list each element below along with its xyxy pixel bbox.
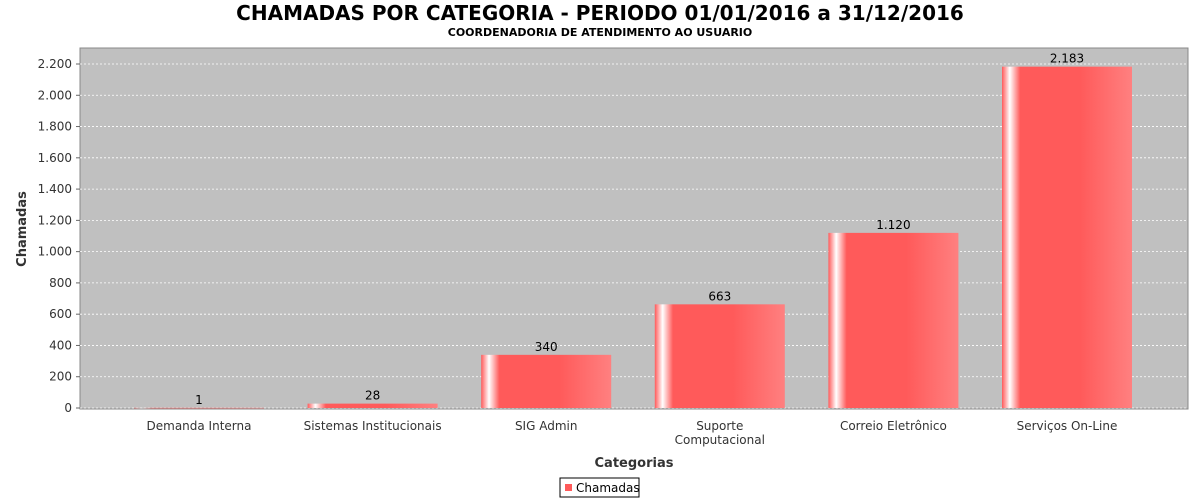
bar-value-label: 663 [708,289,731,303]
bar-value-label: 340 [535,340,558,354]
x-tick-label: Correio Eletrônico [840,419,947,433]
y-tick-label: 600 [49,307,72,321]
y-tick-label: 1.800 [38,120,72,134]
bar-value-label: 28 [365,389,380,403]
x-tick-label: SIG Admin [515,419,578,433]
x-tick-label: Sistemas Institucionais [304,419,442,433]
y-axis-label: Chamadas [15,191,30,267]
legend-label: Chamadas [576,481,640,495]
y-tick-label: 400 [49,338,72,352]
legend: Chamadas [559,477,640,498]
y-tick-label: 0 [64,401,72,415]
bar [1002,66,1132,409]
chart-title: CHAMADAS POR CATEGORIA - PERIODO 01/01/2… [236,1,964,25]
bar-value-label: 1 [195,393,203,407]
y-tick-label: 800 [49,276,72,290]
chart-subtitle: COORDENADORIA DE ATENDIMENTO AO USUARIO [447,26,753,39]
bar [481,354,612,408]
x-axis: Demanda Interna Sistemas Institucionais SI… [147,419,1118,447]
x-tick-label: Demanda Interna [147,419,252,433]
bars: 1 28 340 663 1.120 2.183 [134,52,1132,409]
y-tick-label: 1.600 [38,151,72,165]
y-tick-label: 2.000 [38,88,72,102]
x-tick-label: Computacional [675,433,765,447]
bar-value-label: 2.183 [1050,52,1084,66]
x-tick-label: Serviços On-Line [1017,419,1118,433]
y-tick-label: 1.200 [38,213,72,227]
bar [654,304,785,408]
y-tick-label: 1.000 [38,245,72,259]
legend-box [559,477,640,498]
x-tick-label: Suporte [696,419,743,433]
bar [828,232,959,408]
y-axis: 0 200 400 600 800 1.000 1.200 1.400 1.600 1.800 2.… [38,57,80,415]
bar [134,407,264,409]
x-axis-label: Categorias [595,456,674,471]
bar [307,403,438,408]
y-tick-label: 1.400 [38,182,72,196]
grid-lines [80,63,1188,409]
bar-value-label: 1.120 [876,218,910,232]
legend-swatch [565,484,572,491]
y-tick-label: 2.200 [38,57,72,71]
y-tick-label: 200 [49,370,72,384]
